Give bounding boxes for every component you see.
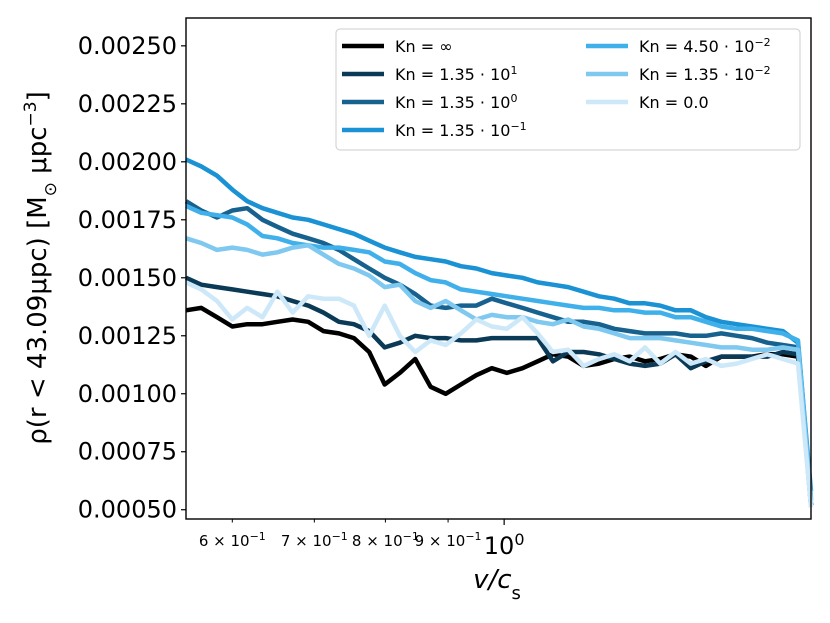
legend-label-3: Kn = 1.35 · 10−1 [395, 120, 527, 141]
y-tick-label: 0.00200 [78, 148, 177, 176]
y-tick-label: 0.00250 [78, 32, 177, 60]
y-tick-label: 0.00175 [78, 206, 177, 234]
y-tick-label: 0.00100 [78, 380, 177, 408]
series-line-4 [185, 203, 814, 499]
y-tick-label: 0.00075 [78, 438, 177, 466]
series-line-2 [184, 199, 814, 501]
legend: Kn = ∞ Kn = 1.35 · 101 Kn = 1.35 · 100 Kn =… [335, 28, 801, 151]
x-axis-label: v/cs [473, 565, 521, 604]
x-tick-label-minor: 7 × 10−1 [281, 530, 348, 551]
x-axis: 100 6 × 10−1 7 × 10−1 8 × 10−19 × 10−1 [199, 519, 525, 560]
y-tick-label: 0.00050 [78, 496, 177, 524]
legend-label-5: Kn = 1.35 · 10−2 [639, 64, 771, 85]
series-layer [184, 157, 814, 508]
series-line-5 [185, 236, 814, 503]
legend-label-6: Kn = 0.0 [639, 93, 709, 112]
y-tick-label: 0.00150 [78, 264, 177, 292]
series-line-3 [185, 157, 814, 492]
x-tick-label-major: 100 [484, 530, 525, 561]
plot-frame [185, 17, 812, 520]
legend-label-2: Kn = 1.35 · 100 [395, 92, 517, 113]
y-axis: 0.00050 0.00075 0.00100 0.00125 0.00150 0.001… [78, 32, 186, 524]
legend-label-4: Kn = 4.50 · 10−2 [639, 36, 771, 57]
y-axis-label: ρ(r < 43.09μpc) [M⊙ μpc−3] [21, 91, 61, 445]
x-tick-label-minor: 9 × 10−1 [415, 530, 482, 551]
series-line-0 [185, 305, 814, 506]
legend-box [335, 28, 801, 151]
legend-items: Kn = ∞ Kn = 1.35 · 101 Kn = 1.35 · 100 Kn =… [342, 36, 771, 141]
y-tick-label: 0.00125 [78, 322, 177, 350]
y-tick-label: 0.00225 [78, 90, 177, 118]
x-tick-label-minor: 6 × 10−1 [199, 530, 266, 551]
x-tick-label-minor: 8 × 10−1 [352, 530, 419, 551]
series-line-6 [185, 280, 814, 508]
legend-label-0: Kn = ∞ [395, 37, 453, 56]
legend-label-1: Kn = 1.35 · 101 [395, 64, 517, 85]
series-line-1 [185, 275, 814, 506]
